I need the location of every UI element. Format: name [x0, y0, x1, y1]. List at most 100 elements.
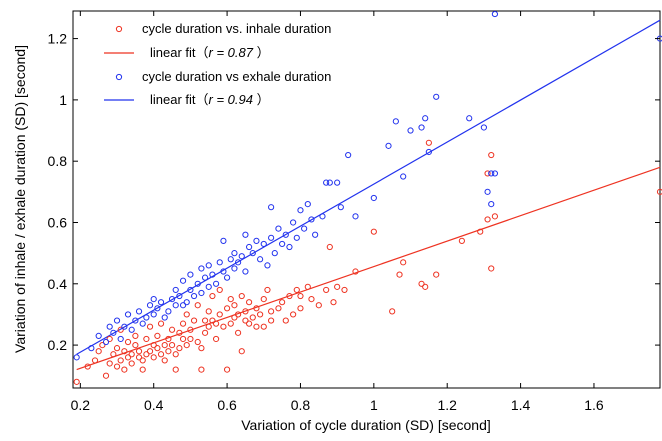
y-tick-label: 0.6: [48, 214, 68, 230]
data-point-s1-53: [253, 237, 260, 244]
data-point-s1-60: [275, 225, 282, 232]
data-point-s0-42: [172, 351, 179, 358]
data-point-s0-8: [110, 351, 117, 358]
data-point-s1-91: [488, 170, 495, 177]
data-point-s0-32: [154, 332, 161, 339]
data-point-s0-50: [187, 326, 194, 333]
legend-label-2: cycle duration vs exhale duration: [142, 69, 331, 84]
data-point-s0-57: [201, 329, 209, 336]
data-point-s0-80: [246, 320, 253, 327]
data-point-s0-87: [264, 286, 271, 294]
data-point-s0-96: [297, 292, 304, 300]
data-point-s1-46: [231, 250, 238, 257]
data-point-s1-19: [157, 299, 165, 306]
y-axis-label: Variation of inhale / exhale duration (S…: [12, 45, 28, 353]
data-point-s1-42: [220, 237, 227, 244]
data-point-s1-40: [216, 259, 223, 266]
data-point-s1-2: [95, 332, 102, 339]
data-point-s1-88: [480, 124, 487, 131]
data-point-s0-71: [231, 314, 238, 321]
data-point-s0-100: [315, 302, 322, 309]
data-point-s0-105: [341, 286, 348, 294]
legend: cycle duration vs. inhale duration linear…: [104, 21, 331, 107]
legend-label-1: linear fit（r = 0.87 ）: [150, 45, 270, 60]
data-point-s1-75: [337, 204, 344, 211]
data-point-s0-77: [242, 308, 249, 315]
x-tick-label: 0.2: [71, 397, 91, 413]
data-point-s1-36: [205, 283, 212, 290]
data-point-s0-17: [128, 360, 135, 367]
data-point-s1-84: [422, 115, 429, 122]
data-point-s1-62: [282, 231, 289, 238]
data-point-s0-53: [194, 302, 201, 309]
data-point-s1-81: [400, 173, 407, 180]
data-point-s0-49: [187, 335, 194, 343]
x-tick-label: 1.6: [584, 397, 604, 413]
fit-line-0: [76, 166, 661, 371]
axis-layer: 0.2 0.4 0.6 0.8 1 1.2 1.4 1.6 0.2 0.4 0.6 0.8 1 1.2: [48, 11, 660, 413]
data-point-s0-38: [165, 348, 172, 355]
data-point-s0-25: [143, 335, 150, 343]
data-point-s0-122: [656, 188, 662, 195]
data-point-s1-22: [168, 296, 176, 303]
data-point-s0-39: [168, 326, 176, 333]
data-point-s0-27: [146, 348, 154, 355]
data-point-s0-31: [154, 345, 161, 352]
data-point-s1-47: [234, 259, 242, 266]
data-point-s1-80: [392, 118, 399, 125]
data-point-s1-93: [491, 10, 499, 18]
data-point-s0-81: [249, 314, 256, 321]
data-point-s0-44: [176, 329, 183, 336]
data-point-s1-43: [223, 274, 231, 281]
data-point-s1-66: [297, 207, 304, 214]
data-point-s0-61: [209, 292, 216, 300]
data-point-s1-85: [425, 148, 432, 156]
plot-area: [72, 10, 661, 389]
data-point-s1-4: [106, 323, 113, 330]
y-tick-label: 0.2: [48, 337, 68, 353]
data-point-s0-121: [491, 213, 499, 220]
data-point-s0-72: [231, 302, 238, 309]
data-point-s0-84: [257, 311, 264, 318]
data-point-s0-10: [113, 345, 121, 352]
data-point-s1-0: [73, 354, 80, 361]
data-point-s1-61: [279, 240, 286, 248]
data-point-s1-56: [264, 262, 271, 269]
data-point-s1-83: [418, 124, 425, 131]
data-point-s0-5: [102, 372, 110, 379]
data-point-s1-45: [231, 265, 238, 272]
series-layer: [73, 10, 662, 385]
data-point-s1-87: [466, 115, 473, 122]
data-point-s0-93: [286, 292, 293, 300]
data-point-s1-34: [198, 265, 205, 272]
data-point-s0-12: [117, 326, 124, 333]
data-point-s0-20: [132, 332, 139, 339]
data-point-s0-103: [330, 299, 337, 306]
data-point-s1-10: [128, 326, 135, 333]
data-point-s0-60: [209, 317, 216, 324]
data-point-s1-29: [187, 286, 194, 294]
data-point-s1-12: [135, 308, 143, 315]
data-point-s0-37: [165, 335, 172, 343]
data-point-s0-51: [190, 317, 198, 324]
data-point-s1-63: [286, 243, 293, 251]
data-point-s0-46: [179, 320, 187, 327]
data-point-s0-118: [484, 170, 491, 177]
data-point-s1-16: [150, 311, 157, 318]
data-point-s0-79: [246, 299, 253, 306]
data-point-s0-13: [121, 366, 128, 373]
data-point-s1-54: [257, 256, 264, 263]
data-point-s0-106: [352, 268, 359, 275]
data-point-s0-33: [157, 351, 165, 358]
data-point-s0-54: [198, 366, 205, 373]
data-point-s0-18: [128, 351, 135, 358]
data-point-s0-9: [113, 363, 121, 370]
data-point-s0-2: [91, 357, 99, 364]
data-point-s0-21: [135, 354, 143, 361]
data-point-s0-75: [238, 348, 245, 355]
data-point-s1-7: [117, 335, 124, 343]
data-point-s1-64: [290, 219, 297, 226]
data-point-s1-8: [121, 323, 128, 330]
data-point-s1-33: [198, 289, 205, 297]
data-point-s0-98: [304, 283, 311, 290]
